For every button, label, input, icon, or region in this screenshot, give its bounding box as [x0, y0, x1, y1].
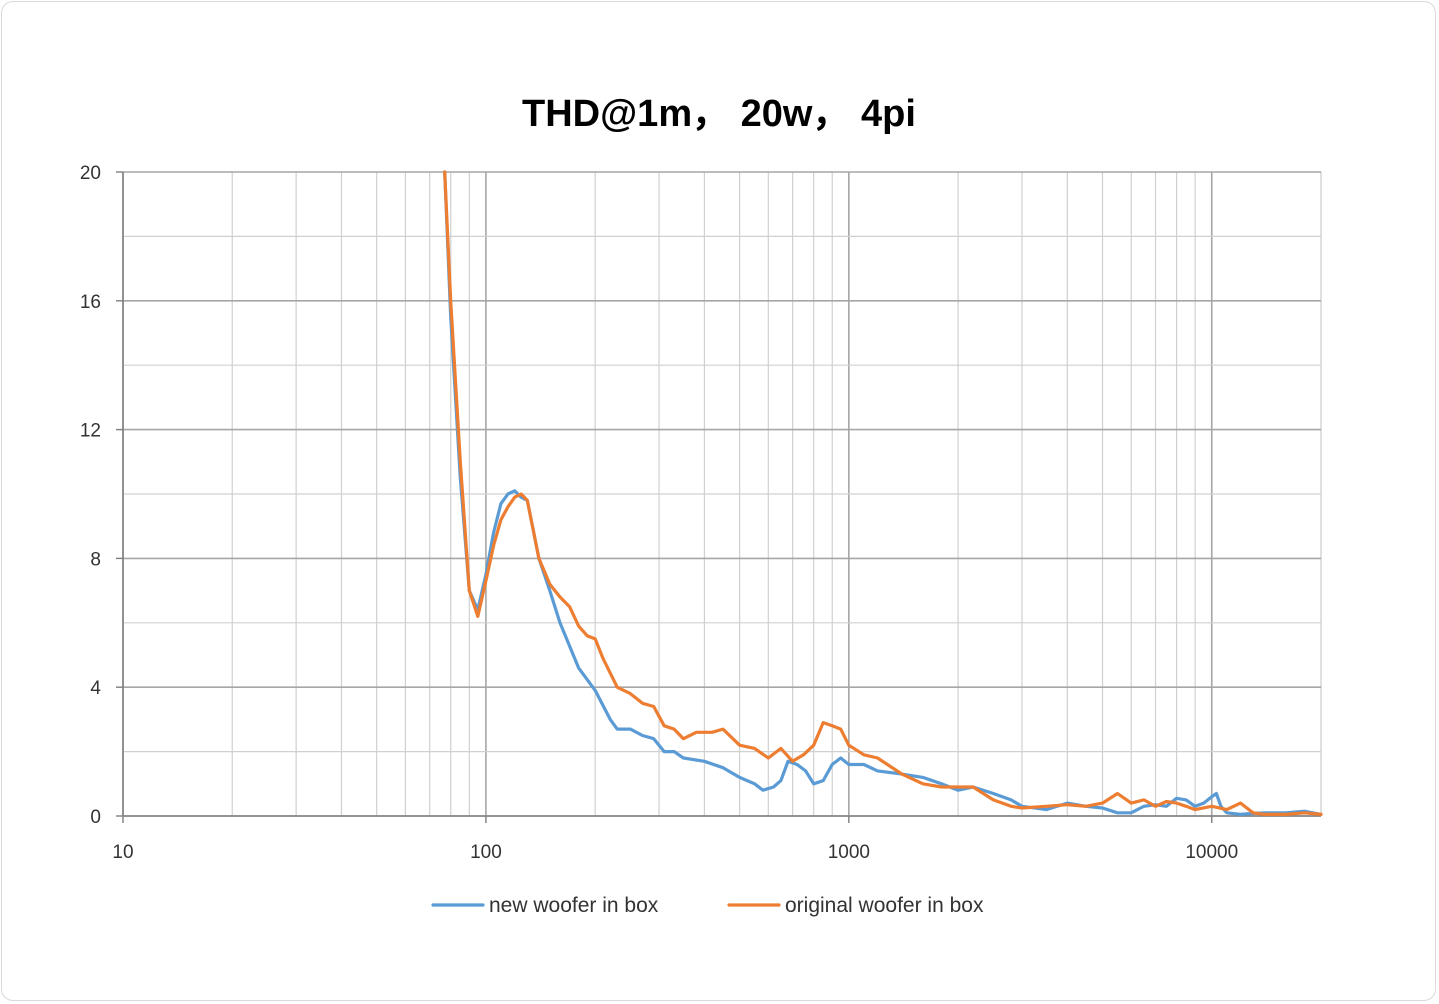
- axis-layer: 0 4 8 12 16 20 10 100 1000 10000: [80, 163, 1321, 863]
- y-tick-label: 20: [80, 163, 101, 184]
- x-tick-label: 1000: [828, 842, 870, 863]
- grid-layer: [122, 171, 1322, 817]
- y-tick-label: 4: [90, 678, 101, 699]
- x-tick-label: 10: [112, 842, 133, 863]
- legend-label-1: original woofer in box: [785, 894, 984, 917]
- series-layer: [443, 170, 1323, 816]
- y-tick-label: 16: [80, 292, 101, 313]
- y-tick-label: 8: [90, 549, 101, 570]
- x-tick-label: 10000: [1185, 842, 1238, 863]
- y-tick-label: 12: [80, 421, 101, 442]
- legend-label-0: new woofer in box: [489, 894, 659, 917]
- y-tick-label: 0: [90, 807, 101, 828]
- x-tick-label: 100: [470, 842, 502, 863]
- legend: new woofer in box original woofer in box: [431, 894, 984, 917]
- chart-title: THD@1m， 20w， 4pi: [522, 93, 916, 135]
- series-line-1: [443, 170, 1323, 816]
